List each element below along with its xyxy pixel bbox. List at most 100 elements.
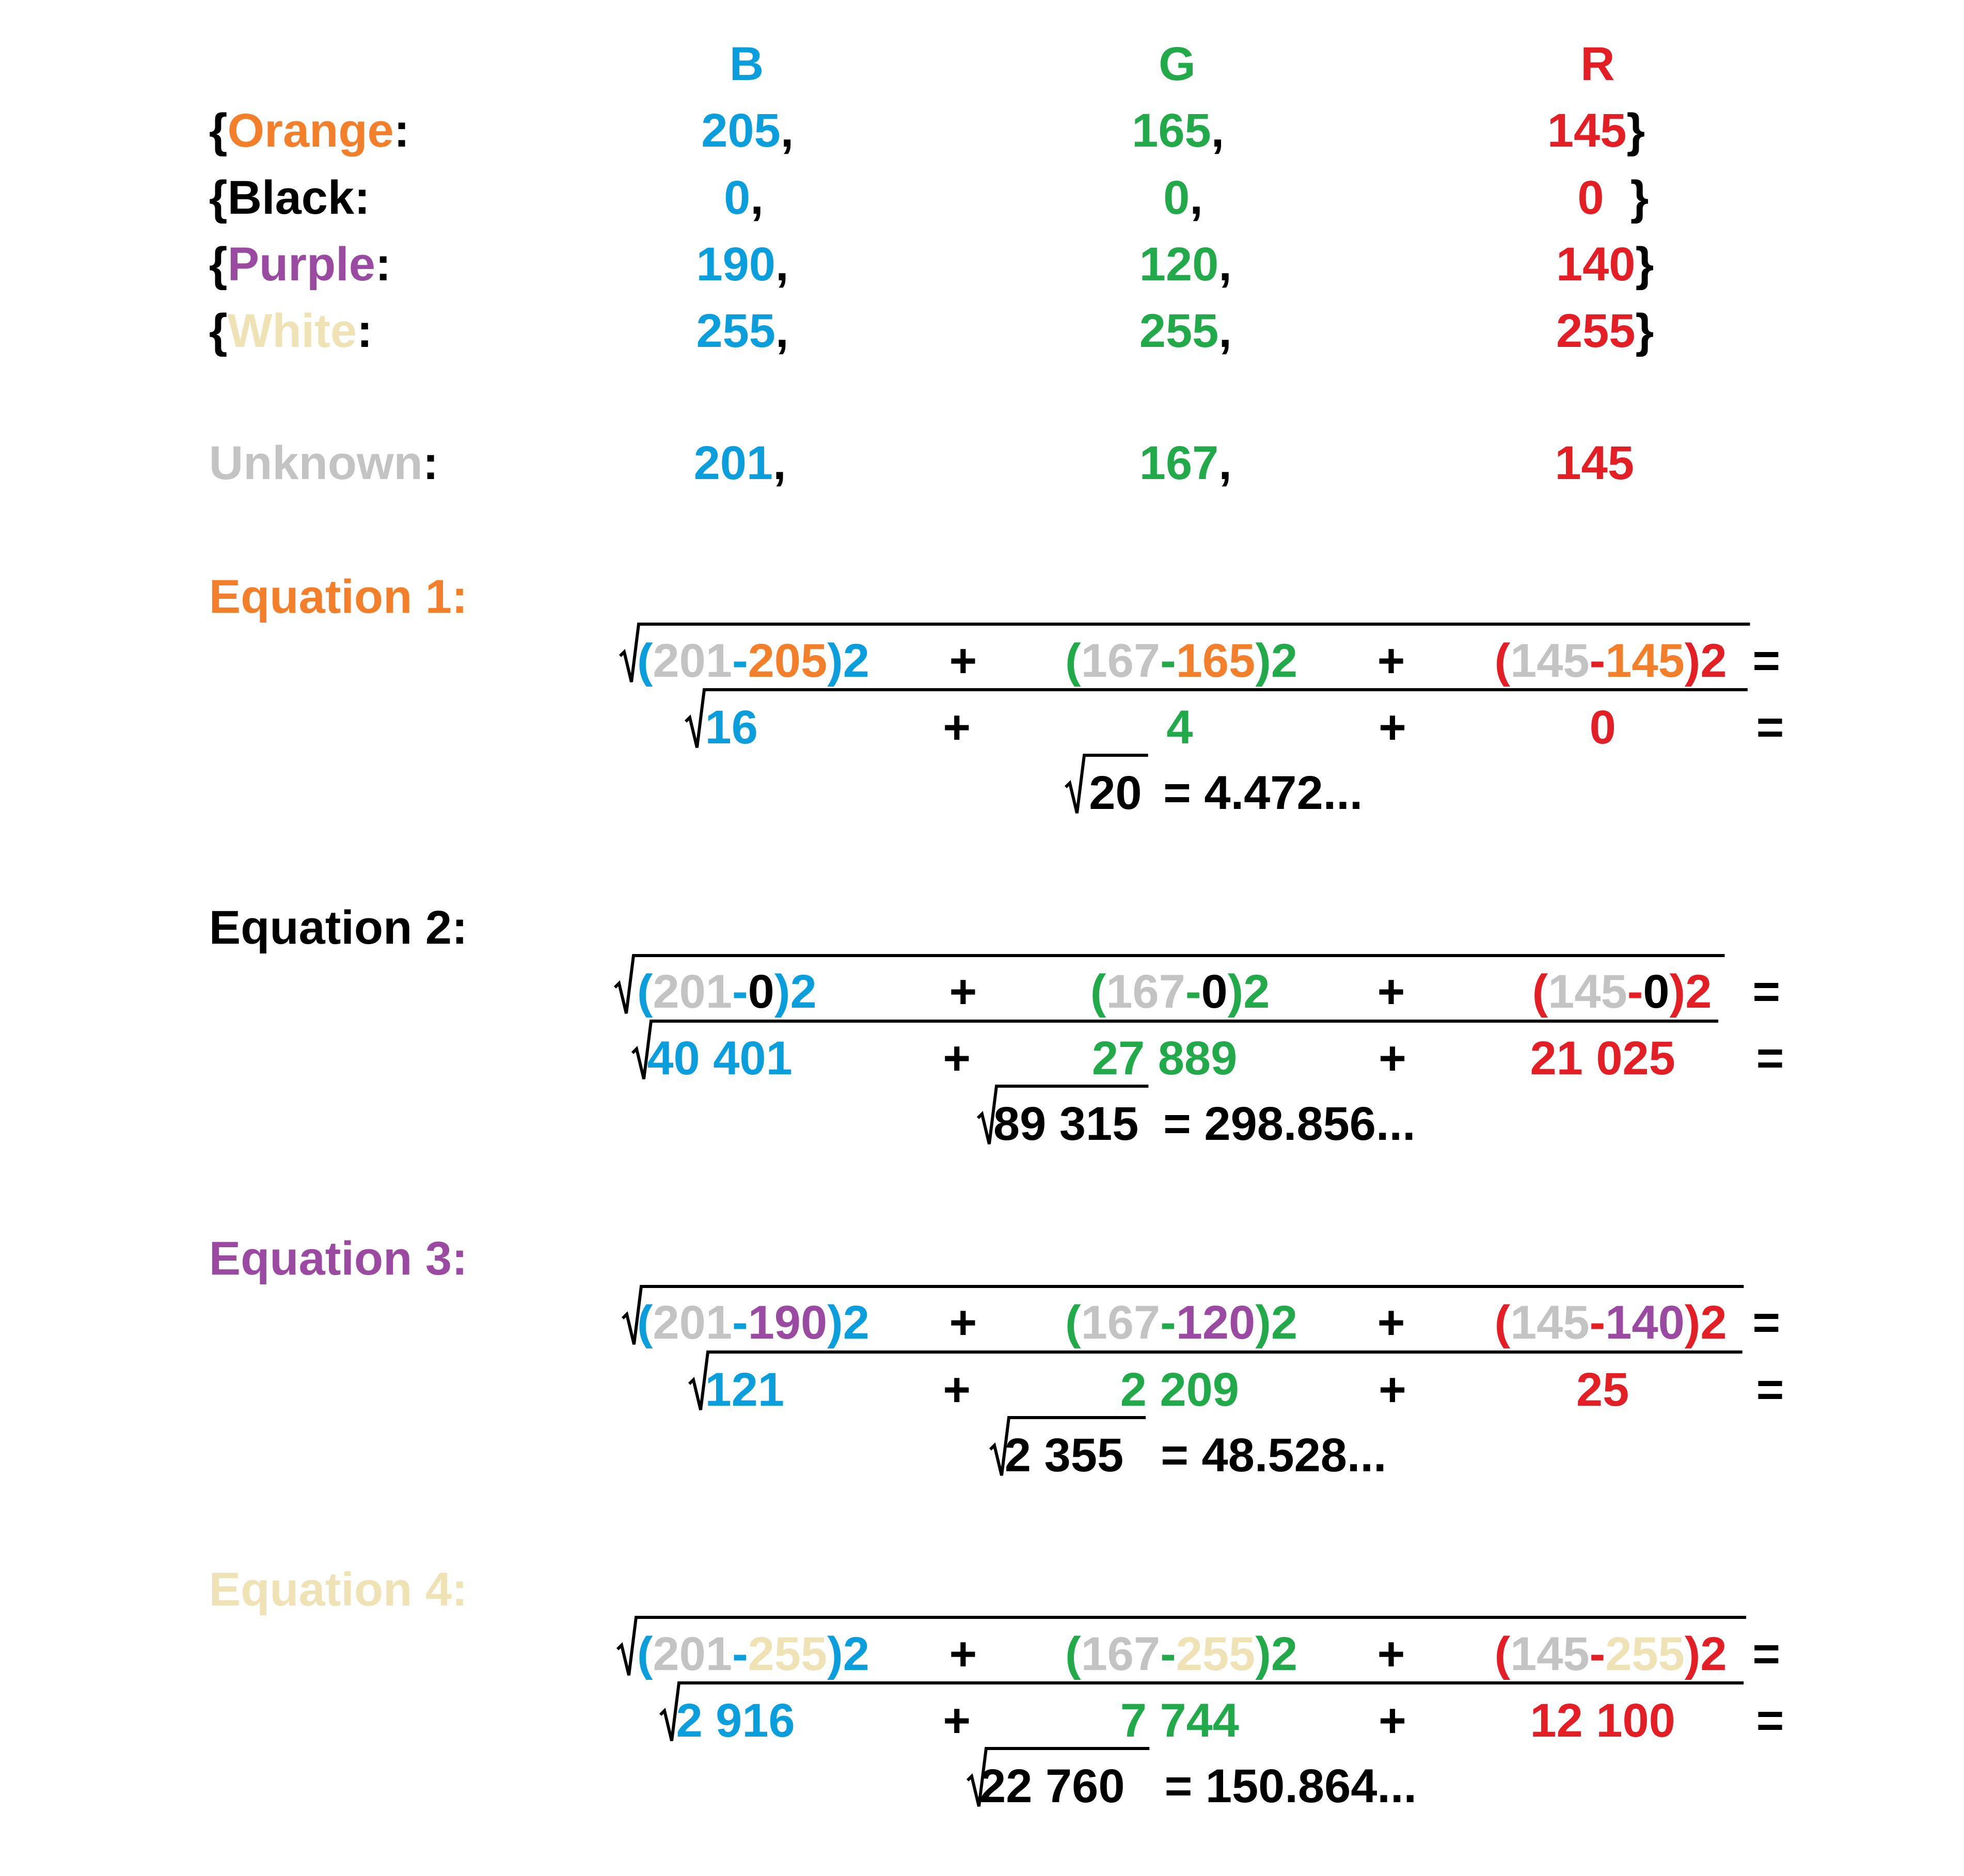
g-number: 167 — [1139, 437, 1219, 490]
g-value: 165, — [1132, 107, 1224, 154]
paren-close: ) — [1684, 634, 1701, 687]
r-value: 145} — [1547, 107, 1645, 154]
sum-value: 89 315 — [993, 1098, 1139, 1151]
paren-open: ( — [637, 1296, 653, 1349]
known-value: 120 — [1176, 1296, 1256, 1349]
radical-sign — [614, 953, 1725, 1014]
radical-sign — [688, 1350, 1743, 1410]
known-value: 165 — [1176, 634, 1256, 687]
difference-term: (145-0)2 — [1532, 968, 1712, 1015]
unknown-label: Unknown: — [209, 439, 439, 487]
b-value: 0, — [724, 174, 764, 221]
unknown-g: 167, — [1139, 439, 1232, 487]
exponent: 2 — [1271, 634, 1298, 687]
sum-value: 22 760 — [979, 1759, 1125, 1813]
minus: - — [732, 1627, 748, 1680]
radical-sign — [684, 688, 1748, 749]
color-name: Black — [227, 171, 355, 224]
known-value: 0 — [1643, 965, 1670, 1019]
colon: : — [354, 171, 370, 224]
comma: , — [1218, 437, 1232, 490]
g-value: 255, — [1139, 307, 1232, 355]
radical-sign — [976, 1085, 1148, 1145]
sum-value: 20 — [1089, 766, 1142, 819]
paren-close: ) — [1684, 1627, 1701, 1680]
equals-sign: = — [1756, 701, 1784, 754]
radical-sign — [616, 1616, 1747, 1676]
paren-close: ) — [827, 634, 843, 687]
paren-close: ) — [827, 1627, 843, 1680]
difference-term: (201-255)2 — [637, 1630, 869, 1678]
paren-open: ( — [1090, 965, 1106, 1019]
unknown-value: 145 — [1548, 965, 1627, 1019]
squared-g: 2 209 — [1120, 1363, 1239, 1416]
squared-b: 16 — [705, 701, 758, 754]
r-value: 140} — [1556, 241, 1654, 288]
minus: - — [1589, 1296, 1606, 1349]
g-number: 255 — [1139, 304, 1219, 357]
paren-open: ( — [1065, 634, 1081, 687]
unknown-value: 167 — [1081, 1296, 1161, 1349]
paren-open: ( — [1494, 1627, 1511, 1680]
unknown-value: 167 — [1081, 1627, 1161, 1680]
radical-sign — [631, 1019, 1719, 1079]
brace-open: { — [209, 304, 228, 357]
comma: , — [1218, 304, 1232, 357]
g-value: 120, — [1139, 241, 1232, 288]
b-value: 255, — [696, 307, 788, 355]
g-number: 0 — [1163, 171, 1190, 224]
paren-close: ) — [1255, 634, 1271, 687]
radical-sign — [1065, 754, 1148, 814]
r-value: 0 } — [1577, 174, 1649, 221]
plus-sign: + — [949, 634, 977, 687]
exponent: 2 — [1685, 965, 1712, 1019]
exponent: 2 — [1243, 965, 1270, 1019]
difference-term: (167-0)2 — [1090, 968, 1270, 1015]
paren-close: ) — [1227, 965, 1244, 1019]
paren-close: ) — [1255, 1627, 1271, 1680]
difference-term: (145-140)2 — [1494, 1299, 1727, 1346]
minus: - — [732, 1296, 748, 1349]
unknown-value: 201 — [653, 965, 733, 1019]
paren-open: ( — [1065, 1627, 1081, 1680]
unknown-value: 201 — [653, 1627, 733, 1680]
paren-open: ( — [637, 965, 653, 1019]
b-number: 255 — [696, 304, 775, 357]
plus-sign: + — [1377, 634, 1405, 687]
exponent: 2 — [843, 1296, 869, 1349]
radical-sign — [659, 1681, 1744, 1742]
radical-sign — [967, 1747, 1150, 1807]
paren-open: ( — [1494, 1296, 1511, 1349]
equation-label: Equation 4: — [209, 1563, 468, 1616]
difference-term: (167-255)2 — [1065, 1630, 1297, 1678]
color-name: Purple — [227, 237, 375, 291]
equals-sign: = — [1752, 1296, 1781, 1349]
paren-open: ( — [637, 1627, 653, 1680]
colon: : — [357, 304, 373, 357]
comma: , — [1211, 104, 1225, 157]
color-name: Orange — [227, 104, 394, 157]
header-g: G — [1159, 38, 1196, 91]
radical-sign — [989, 1416, 1146, 1476]
squared-r: 25 — [1576, 1363, 1629, 1416]
minus: - — [732, 965, 748, 1019]
minus: - — [1160, 1627, 1176, 1680]
sum-value: 2 355 — [1004, 1428, 1124, 1482]
color-row-label: {White: — [209, 307, 373, 355]
brace-open: { — [209, 104, 228, 157]
result-value: = 150.864... — [1164, 1759, 1417, 1813]
equals-sign: = — [1756, 1694, 1784, 1747]
squared-g: 27 889 — [1091, 1032, 1238, 1085]
brace-close: } — [1635, 304, 1654, 357]
color-name: White — [227, 304, 357, 357]
difference-term: (201-190)2 — [637, 1299, 869, 1346]
difference-term: (201-205)2 — [637, 637, 869, 685]
comma: , — [780, 104, 794, 157]
paren-open: ( — [637, 634, 653, 687]
difference-term: (167-165)2 — [1065, 637, 1297, 685]
squared-r: 12 100 — [1530, 1694, 1675, 1747]
paren-close: ) — [1255, 1296, 1271, 1349]
unknown-value: 145 — [1510, 1296, 1590, 1349]
brace-close: } — [1626, 104, 1645, 157]
